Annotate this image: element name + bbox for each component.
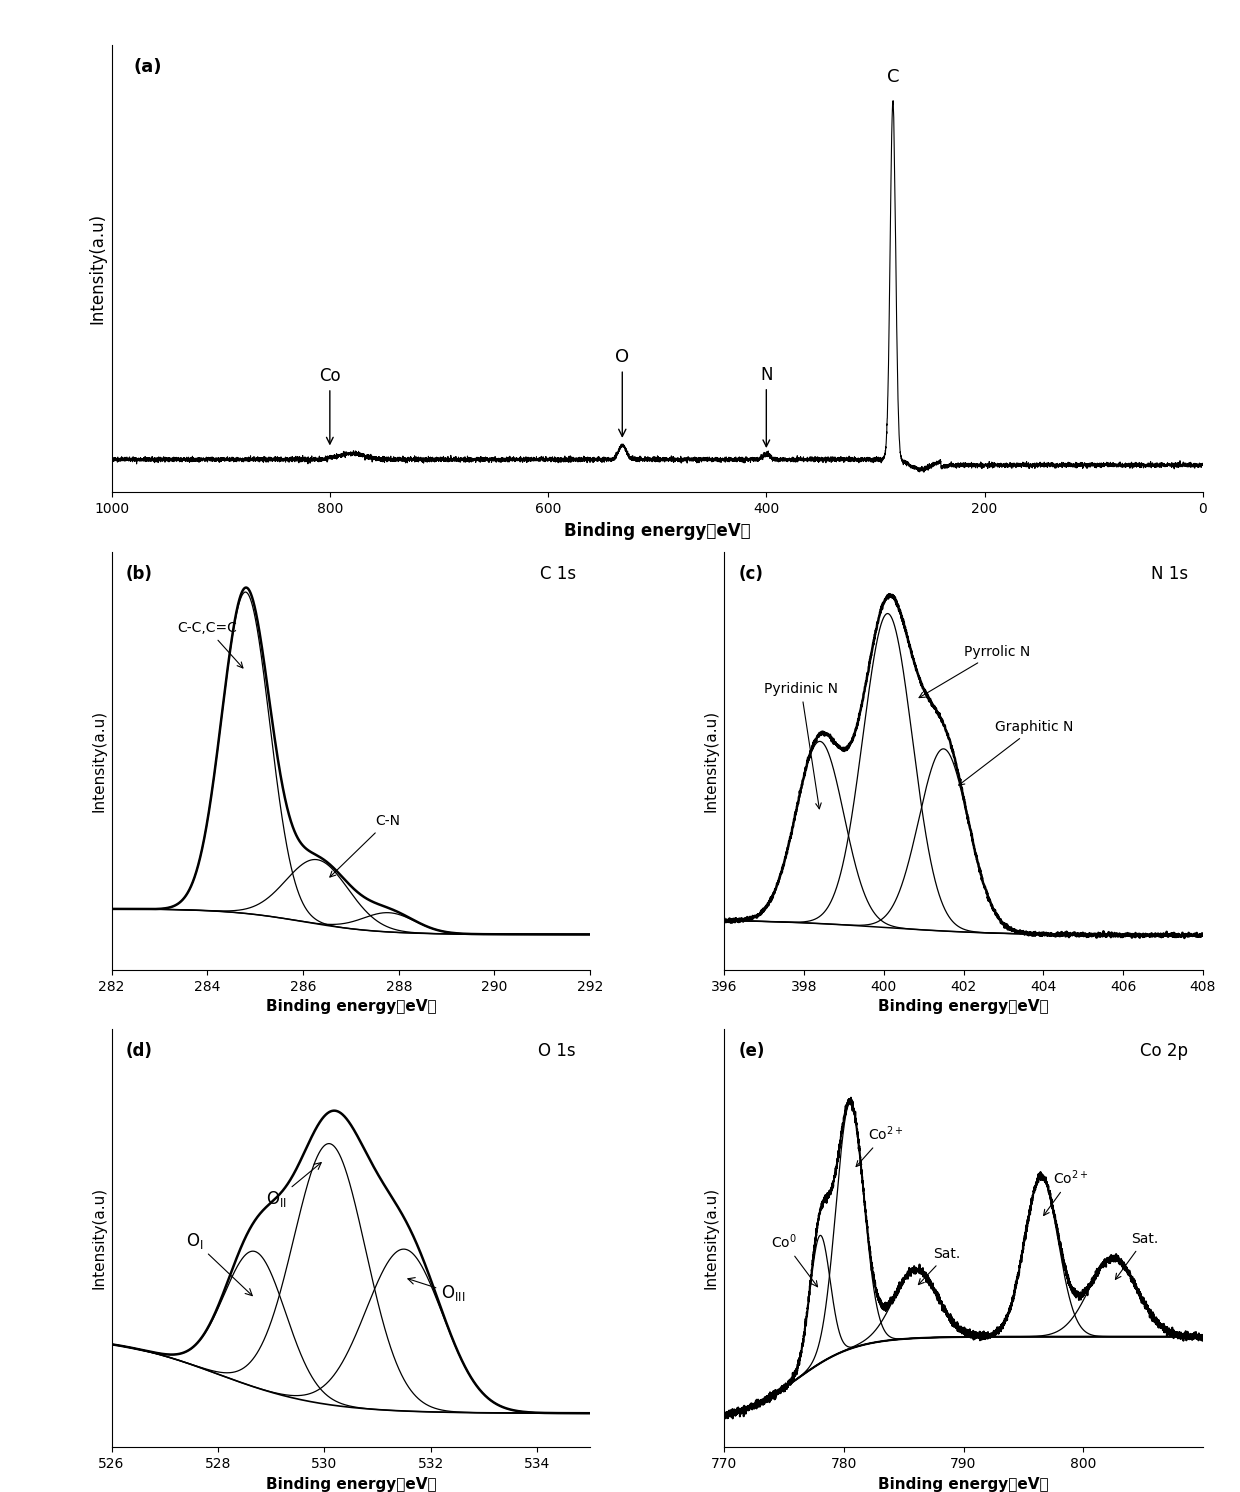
Text: C-C,C=C: C-C,C=C <box>177 621 243 668</box>
Text: $\mathregular{O_{II}}$: $\mathregular{O_{II}}$ <box>267 1162 321 1210</box>
X-axis label: Binding energy（eV）: Binding energy（eV） <box>265 1000 436 1015</box>
Text: (c): (c) <box>739 564 764 582</box>
X-axis label: Binding energy（eV）: Binding energy（eV） <box>878 1477 1049 1492</box>
Text: (d): (d) <box>126 1041 153 1059</box>
Text: $\mathregular{O_I}$: $\mathregular{O_I}$ <box>186 1231 252 1295</box>
Text: (e): (e) <box>739 1041 765 1059</box>
Text: Sat.: Sat. <box>1116 1232 1158 1279</box>
Y-axis label: Intensity(a.u): Intensity(a.u) <box>91 1188 107 1289</box>
Text: Co 2p: Co 2p <box>1141 1041 1188 1059</box>
X-axis label: Binding energy（eV）: Binding energy（eV） <box>878 1000 1049 1015</box>
Text: Sat.: Sat. <box>919 1247 961 1285</box>
Text: C 1s: C 1s <box>539 564 575 582</box>
Text: C: C <box>887 67 899 85</box>
Text: N 1s: N 1s <box>1151 564 1188 582</box>
Text: O 1s: O 1s <box>538 1041 575 1059</box>
Text: N: N <box>760 366 773 446</box>
Text: C-N: C-N <box>330 815 399 877</box>
X-axis label: Binding energy（eV）: Binding energy（eV） <box>564 522 750 540</box>
Y-axis label: Intensity(a.u): Intensity(a.u) <box>703 1188 719 1289</box>
Text: $\mathregular{Co^{2+}}$: $\mathregular{Co^{2+}}$ <box>856 1125 903 1167</box>
Text: $\mathregular{Co^0}$: $\mathregular{Co^0}$ <box>771 1232 817 1286</box>
Y-axis label: Intensity(a.u): Intensity(a.u) <box>88 213 107 324</box>
Text: Graphitic N: Graphitic N <box>959 721 1074 785</box>
Text: (b): (b) <box>126 564 153 582</box>
Text: $\mathregular{O_{III}}$: $\mathregular{O_{III}}$ <box>408 1277 466 1304</box>
Y-axis label: Intensity(a.u): Intensity(a.u) <box>91 710 107 812</box>
Text: Pyridinic N: Pyridinic N <box>764 682 838 809</box>
Text: Pyrrolic N: Pyrrolic N <box>919 645 1029 698</box>
X-axis label: Binding energy（eV）: Binding energy（eV） <box>265 1477 436 1492</box>
Text: O: O <box>615 349 630 437</box>
Text: Co: Co <box>319 367 341 445</box>
Y-axis label: Intensity(a.u): Intensity(a.u) <box>703 710 719 812</box>
Text: (a): (a) <box>134 58 162 76</box>
Text: $\mathregular{Co^{2+}}$: $\mathregular{Co^{2+}}$ <box>1044 1168 1089 1216</box>
